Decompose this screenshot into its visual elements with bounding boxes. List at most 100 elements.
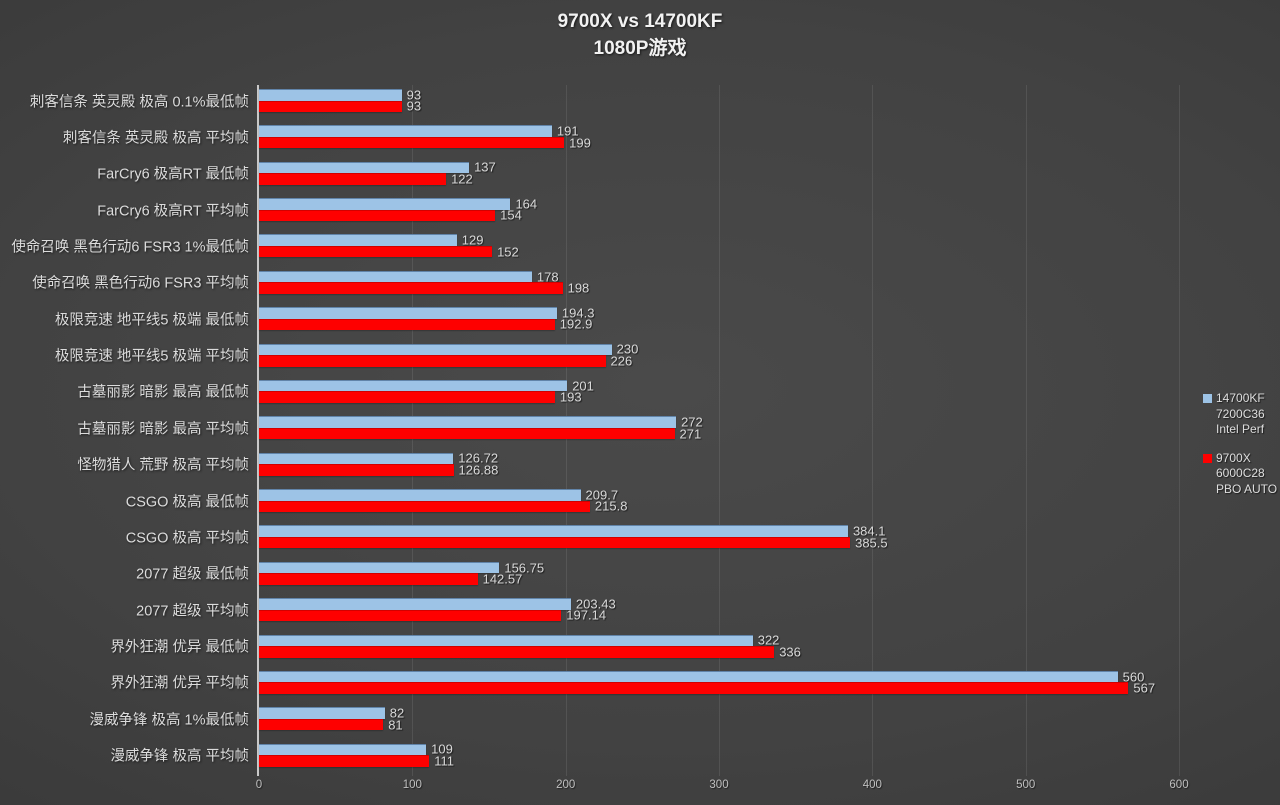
value-label-14700kf: 82 <box>389 705 405 721</box>
bar-group-row: FarCry6 极高RT 平均帧 164 154 <box>97 194 1179 230</box>
value-label-9700x: 199 <box>569 135 591 151</box>
bar-group-row: 极限竞速 地平线5 极端 最低帧 194.3 192.9 <box>55 303 1179 339</box>
bar-9700x: 271 <box>259 426 701 441</box>
legend-swatch-9700x <box>1203 453 1212 463</box>
category-label: CSGO 极高 最低帧 <box>125 494 249 511</box>
bar-group-row: CSGO 极高 最低帧 209.7 215.8 <box>126 485 1179 521</box>
bar-14700kf: 230 <box>259 342 638 357</box>
bar-group-row: 2077 超级 最低帧 156.75 142.57 <box>136 558 1179 594</box>
bar-9700x: 126.88 <box>259 462 498 477</box>
value-label-9700x: 152 <box>497 244 519 260</box>
bar-14700kf: 272 <box>259 415 703 430</box>
category-label: 刺客信条 英灵殿 极高 0.1%最低帧 <box>29 94 249 110</box>
category-label: CSGO 极高 平均帧 <box>125 530 249 547</box>
bar-9700x: 152 <box>259 244 519 259</box>
value-label-14700kf: 156.75 <box>504 560 545 576</box>
bar-9700x: 111 <box>259 753 454 768</box>
value-label-14700kf: 272 <box>681 414 703 430</box>
x-axis-tick-label: 400 <box>862 779 882 791</box>
gridline <box>719 85 720 776</box>
category-label: 2077 超级 最低帧 <box>136 566 249 583</box>
bar-group-row: 使命召唤 黑色行动6 FSR3 1%最低帧 129 152 <box>11 230 1179 266</box>
bar-group-row: 使命召唤 黑色行动6 FSR3 平均帧 178 198 <box>32 267 1179 303</box>
bar-14700kf: 109 <box>259 742 453 757</box>
bar-14700kf: 93 <box>259 87 421 102</box>
value-label-14700kf: 560 <box>1122 669 1145 685</box>
bar-group-row: 界外狂潮 优异 最低帧 322 336 <box>110 631 1179 667</box>
gridline <box>1025 85 1027 776</box>
bar-14700kf: 560 <box>259 669 1144 684</box>
value-label-14700kf: 209.7 <box>585 487 619 503</box>
bar-group-row: CSGO 极高 平均帧 384.1 385.5 <box>126 521 1179 557</box>
legend-label: 9700X 6000C28 PBO AUTO <box>1216 450 1278 496</box>
bar-14700kf: 209.7 <box>259 487 618 502</box>
bar-group-row: 古墓丽影 暗影 最高 平均帧 272 271 <box>77 412 1179 448</box>
bar-9700x: 199 <box>259 135 591 150</box>
value-label-14700kf: 164 <box>515 196 538 212</box>
gridline <box>1179 85 1180 776</box>
bar-group-row: 刺客信条 英灵殿 极高 平均帧 191 199 <box>63 121 1179 157</box>
value-label-9700x: 198 <box>567 280 590 296</box>
bar-14700kf: 203.43 <box>259 596 616 611</box>
value-label-9700x: 193 <box>559 389 582 405</box>
chart-title-line2: 1080P游戏 <box>593 38 687 59</box>
value-label-14700kf: 129 <box>461 232 484 248</box>
value-label-9700x: 271 <box>679 426 702 442</box>
value-label-14700kf: 384.1 <box>852 523 886 539</box>
category-label: 使命召唤 黑色行动6 FSR3 平均帧 <box>32 275 249 292</box>
category-label: 极限竞速 地平线5 极端 最低帧 <box>54 312 249 329</box>
bar-14700kf: 137 <box>259 160 496 175</box>
value-label-9700x: 385.5 <box>855 535 888 551</box>
bar-14700kf: 164 <box>259 196 537 211</box>
value-label-9700x: 567 <box>1133 680 1156 696</box>
category-label: 刺客信条 英灵殿 极高 平均帧 <box>62 130 249 147</box>
legend-swatch-14700kf <box>1203 394 1212 403</box>
bar-9700x: 567 <box>259 681 1155 696</box>
category-label: 漫威争锋 极高 平均帧 <box>110 748 249 765</box>
category-label: 极限竞速 地平线5 极端 平均帧 <box>54 348 249 365</box>
bar-14700kf: 384.1 <box>259 524 886 539</box>
bar-group-row: 漫威争锋 极高 1%最低帧 82 81 <box>89 703 1179 739</box>
chart-title: 9700X vs 14700KF 1080P游戏 <box>0 8 1280 62</box>
value-label-14700kf: 203.43 <box>575 596 616 612</box>
legend: 14700KF 7200C36 Intel Perf 9700X 6000C28 PBO… <box>1203 391 1278 510</box>
value-label-9700x: 93 <box>406 98 422 114</box>
value-label-14700kf: 201 <box>572 378 594 394</box>
value-label-14700kf: 322 <box>757 632 780 648</box>
value-label-9700x: 215.8 <box>594 498 628 514</box>
bar-9700x: 336 <box>259 644 801 659</box>
category-label: 使命召唤 黑色行动6 FSR3 1%最低帧 <box>11 239 249 256</box>
bar-9700x: 215.8 <box>259 499 627 514</box>
x-axis-tick-label: 200 <box>556 779 576 791</box>
plot-area: 刺客信条 英灵殿 极高 0.1%最低帧 93 93 刺客信条 英灵殿 极高 平均… <box>11 85 1180 776</box>
bar-14700kf: 322 <box>259 633 779 648</box>
value-label-9700x: 111 <box>434 753 454 769</box>
category-label: FarCry6 极高RT 平均帧 <box>97 203 249 220</box>
bar-9700x: 197.14 <box>259 608 606 623</box>
x-axis-tick-label: 0 <box>255 779 263 791</box>
bar-9700x: 154 <box>259 208 522 223</box>
bar-9700x: 198 <box>259 281 589 296</box>
bar-14700kf: 194.3 <box>259 305 594 320</box>
x-axis-tick-label: 500 <box>1016 779 1036 791</box>
bar-9700x: 81 <box>259 717 403 732</box>
bar-14700kf: 178 <box>259 269 559 284</box>
gridline <box>872 85 874 776</box>
value-label-9700x: 126.88 <box>458 462 499 478</box>
value-label-14700kf: 93 <box>406 87 422 103</box>
value-label-14700kf: 109 <box>431 741 453 757</box>
value-label-14700kf: 137 <box>474 159 496 175</box>
y-axis-line <box>257 85 259 776</box>
bar-14700kf: 191 <box>259 124 579 139</box>
bar-9700x: 192.9 <box>259 317 592 332</box>
bar-group-row: 刺客信条 英灵殿 极高 0.1%最低帧 93 93 <box>30 85 1179 121</box>
bar-group-row: FarCry6 极高RT 最低帧 137 122 <box>97 158 1179 194</box>
bar-14700kf: 126.72 <box>259 451 498 466</box>
bar-9700x: 122 <box>259 171 473 186</box>
category-label: 界外狂潮 优异 平均帧 <box>110 675 249 692</box>
legend-entry: 14700KF 7200C36 Intel Perf <box>1203 391 1275 438</box>
value-label-9700x: 142.57 <box>482 571 523 587</box>
category-label: 漫威争锋 极高 1%最低帧 <box>89 712 249 729</box>
legend-entry: 9700X 6000C28 PBO AUTO <box>1203 450 1278 498</box>
